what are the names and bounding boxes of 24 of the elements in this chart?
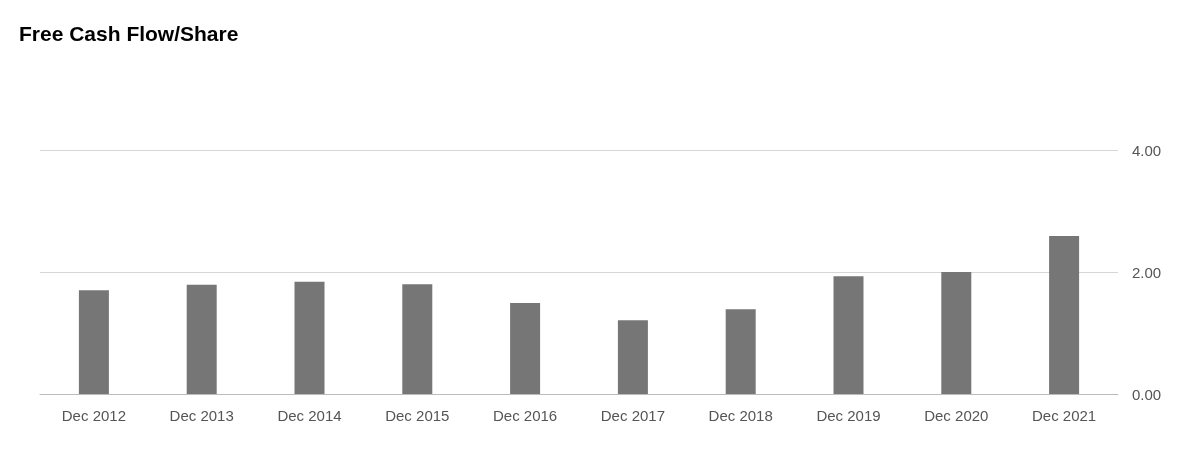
y-tick-label: 0.00 [1132, 385, 1162, 403]
bar [510, 303, 541, 394]
x-tick-label: Dec 2021 [1031, 407, 1097, 424]
x-tick-label: Dec 2012 [61, 407, 127, 424]
bar [1049, 236, 1080, 394]
bar [617, 320, 648, 394]
bar [294, 281, 325, 394]
y-tick-label: 4.00 [1132, 141, 1162, 159]
x-tick-label: Dec 2018 [708, 407, 773, 424]
y-tick-label: 2.00 [1132, 263, 1162, 281]
bar [78, 290, 109, 394]
bar [725, 309, 756, 394]
x-tick-label: Dec 2016 [492, 407, 558, 424]
x-tick-label: Dec 2020 [924, 407, 989, 424]
x-tick-label: Dec 2015 [385, 407, 450, 424]
bar [941, 272, 972, 394]
x-tick-label: Dec 2019 [816, 407, 881, 424]
bar [402, 284, 433, 394]
bar [833, 276, 864, 394]
bar [186, 284, 217, 394]
x-tick-label: Dec 2014 [277, 407, 342, 424]
x-tick-label: Dec 2017 [600, 407, 666, 424]
chart-title: Free Cash Flow/Share [19, 22, 239, 45]
x-tick-label: Dec 2013 [169, 407, 234, 424]
